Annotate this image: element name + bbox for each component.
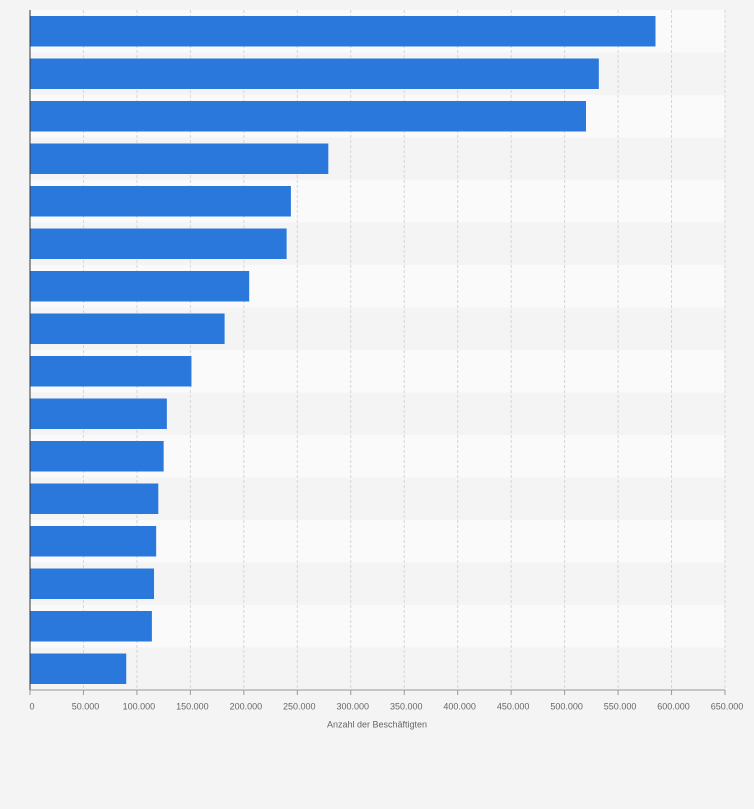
bar xyxy=(30,271,250,302)
bar xyxy=(30,653,127,684)
bar xyxy=(30,16,656,47)
bar xyxy=(30,398,167,429)
x-tick-label: 550.000 xyxy=(604,701,637,711)
bar xyxy=(30,526,157,557)
bar xyxy=(30,143,329,174)
bar xyxy=(30,228,287,259)
x-tick-label: 300.000 xyxy=(336,701,369,711)
x-tick-label: 250.000 xyxy=(283,701,316,711)
x-tick-label: 100.000 xyxy=(123,701,156,711)
x-tick-label: 150.000 xyxy=(176,701,209,711)
bar xyxy=(30,186,291,217)
x-tick-label: 450.000 xyxy=(497,701,530,711)
bar xyxy=(30,101,586,132)
bar xyxy=(30,568,155,599)
x-tick-label: 500.000 xyxy=(550,701,583,711)
row-band xyxy=(30,647,725,690)
bar xyxy=(30,356,192,387)
x-tick-label: 200.000 xyxy=(230,701,263,711)
bar xyxy=(30,313,225,344)
x-tick-label: 50.000 xyxy=(72,701,100,711)
bar xyxy=(30,611,152,642)
x-tick-label: 0 xyxy=(29,701,34,711)
bar xyxy=(30,58,599,89)
x-tick-label: 600.000 xyxy=(657,701,690,711)
x-axis-label: Anzahl der Beschäftigten xyxy=(327,719,427,729)
x-tick-label: 350.000 xyxy=(390,701,423,711)
x-tick-label: 650.000 xyxy=(711,701,744,711)
x-tick-label: 400.000 xyxy=(443,701,476,711)
bar xyxy=(30,441,164,472)
bar xyxy=(30,483,159,514)
